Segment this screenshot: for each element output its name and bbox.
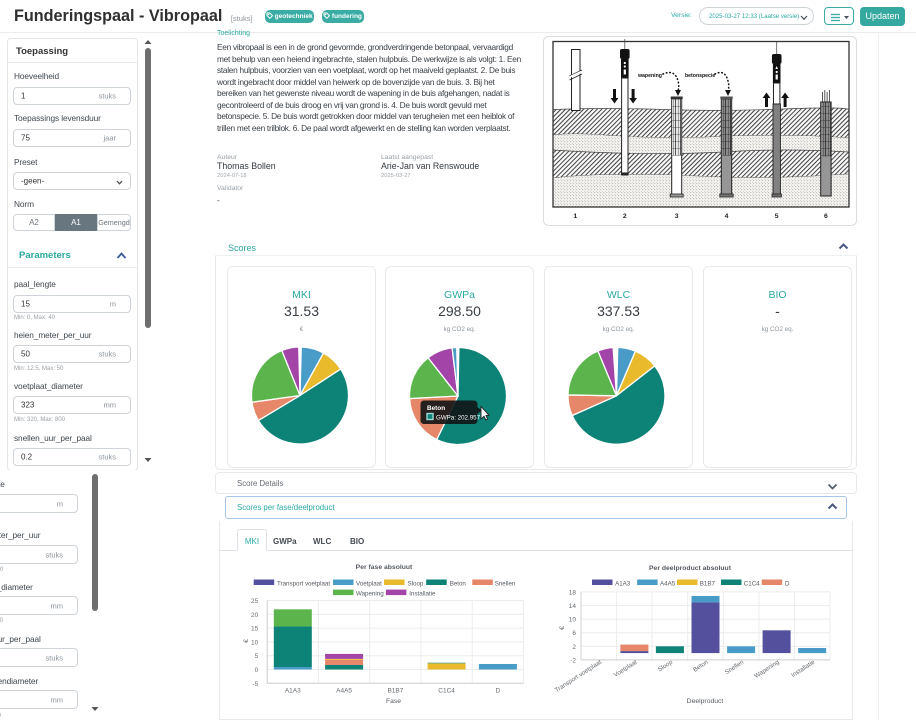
svg-text:Wapening: Wapening — [356, 591, 384, 598]
svg-text:Snellen: Snellen — [724, 659, 746, 677]
svg-text:€: € — [559, 626, 566, 630]
svg-text:A1A3: A1A3 — [615, 581, 631, 588]
svg-text:2: 2 — [572, 644, 576, 651]
svg-text:Wapening: Wapening — [753, 659, 781, 680]
svg-text:25: 25 — [251, 598, 259, 605]
svg-text:10: 10 — [569, 617, 577, 624]
svg-text:B1B7: B1B7 — [700, 581, 716, 588]
svg-text:Beton: Beton — [427, 405, 445, 412]
svg-text:D: D — [785, 581, 790, 588]
svg-text:6: 6 — [572, 630, 576, 637]
svg-text:A1A3: A1A3 — [285, 688, 301, 695]
svg-text:10: 10 — [251, 639, 259, 646]
svg-text:Transport voetplaat: Transport voetplaat — [554, 659, 603, 694]
svg-text:betonspecie: betonspecie — [685, 73, 715, 79]
svg-text:5: 5 — [775, 213, 779, 220]
svg-text:5: 5 — [255, 653, 259, 660]
svg-text:Beton: Beton — [450, 581, 467, 588]
svg-text:Installatie: Installatie — [790, 659, 817, 680]
svg-text:Per fase absoluut: Per fase absoluut — [356, 564, 413, 571]
svg-text:Installatie: Installatie — [409, 591, 436, 598]
svg-text:20: 20 — [251, 612, 259, 619]
svg-text:Snellen: Snellen — [495, 581, 516, 588]
svg-text:C1C4: C1C4 — [438, 688, 455, 695]
svg-text:1: 1 — [574, 213, 578, 220]
svg-text:3: 3 — [675, 213, 679, 220]
svg-text:Fase: Fase — [386, 698, 401, 705]
svg-text:Deelproduct: Deelproduct — [687, 698, 724, 705]
svg-text:0: 0 — [255, 667, 259, 674]
svg-text:-2: -2 — [570, 657, 576, 664]
svg-text:Sloop: Sloop — [408, 581, 424, 588]
svg-text:B1B7: B1B7 — [387, 688, 403, 695]
svg-text:14: 14 — [569, 603, 577, 610]
svg-text:D: D — [496, 688, 501, 695]
svg-text:2: 2 — [623, 213, 627, 220]
svg-text:4: 4 — [725, 213, 729, 220]
svg-text:Transport voetplaat: Transport voetplaat — [277, 581, 330, 588]
svg-text:6: 6 — [824, 213, 828, 220]
svg-text:A4A5: A4A5 — [660, 581, 676, 588]
svg-text:Voetplaat: Voetplaat — [613, 659, 639, 679]
svg-text:18: 18 — [569, 589, 577, 596]
svg-text:Sloop: Sloop — [657, 659, 675, 674]
svg-text:A4A5: A4A5 — [336, 688, 352, 695]
svg-text:wapening: wapening — [637, 73, 662, 79]
svg-text:€: € — [243, 639, 250, 643]
svg-text:-5: -5 — [252, 681, 258, 688]
svg-text:C1C4: C1C4 — [744, 581, 760, 588]
svg-text:GWPa: 202.957: GWPa: 202.957 — [436, 414, 481, 421]
svg-text:Per deelproduct absoluut: Per deelproduct absoluut — [649, 565, 732, 572]
svg-text:15: 15 — [251, 626, 259, 633]
svg-text:Beton: Beton — [692, 659, 710, 674]
svg-text:Voetplaat: Voetplaat — [356, 581, 382, 588]
